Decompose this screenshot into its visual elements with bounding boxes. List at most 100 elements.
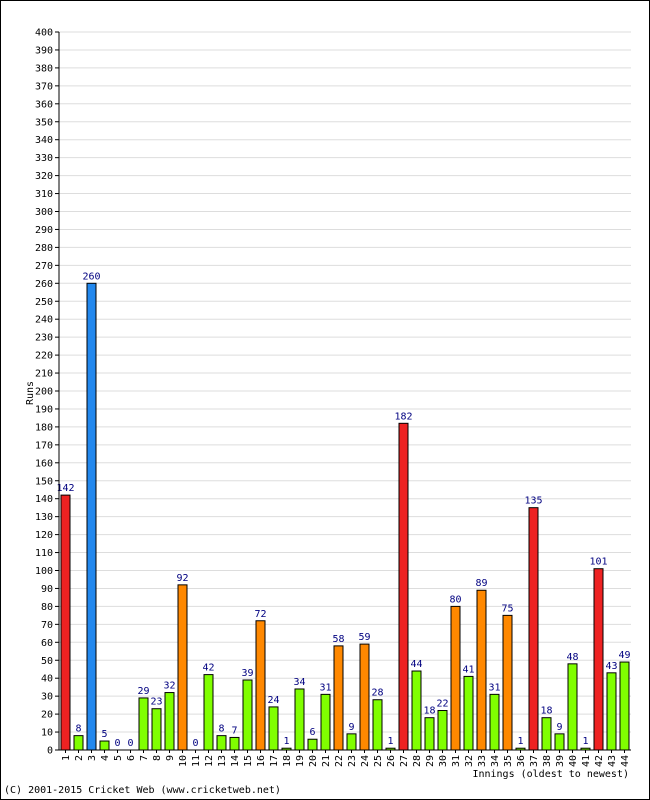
y-tick-label: 170: [35, 440, 53, 451]
y-tick-label: 0: [47, 746, 53, 757]
y-tick-label: 150: [35, 476, 53, 487]
bar-innings-10: [177, 584, 188, 751]
x-tick-label: 12: [204, 755, 215, 767]
x-tick-label: 11: [191, 755, 202, 767]
bar-innings-16: [255, 620, 266, 751]
y-tick-label: 200: [35, 387, 53, 398]
x-tick-label: 10: [178, 755, 189, 767]
value-label-innings-33: 89: [475, 578, 487, 589]
y-tick-label: 320: [35, 171, 53, 182]
y-tick-label: 20: [41, 710, 53, 721]
y-tick-label: 110: [35, 548, 53, 559]
bar-innings-34: [489, 693, 500, 751]
y-axis-title: Runs: [25, 381, 36, 405]
x-tick-label: 31: [451, 755, 462, 767]
x-tick-label: 13: [217, 755, 228, 767]
x-tick-label: 27: [399, 755, 410, 767]
x-tick-label: 43: [607, 755, 618, 767]
value-label-innings-25: 28: [371, 688, 383, 699]
x-tick-label: 6: [126, 755, 137, 761]
x-tick-label: 15: [243, 755, 254, 767]
bar-innings-32: [463, 675, 474, 751]
x-tick-label: 9: [165, 755, 176, 761]
value-label-innings-23: 9: [348, 722, 354, 733]
y-tick-label: 40: [41, 674, 53, 685]
y-tick-label: 370: [35, 81, 53, 92]
y-tick-label: 10: [41, 728, 53, 739]
value-label-innings-3: 260: [82, 271, 100, 282]
y-tick-label: 400: [35, 28, 53, 39]
x-tick-label: 22: [334, 755, 345, 767]
x-tick-label: 39: [555, 755, 566, 767]
x-tick-label: 40: [568, 755, 579, 767]
x-tick-label: 41: [581, 755, 592, 767]
x-tick-label: 1: [61, 755, 72, 761]
x-tick-label: 20: [308, 755, 319, 767]
y-tick-label: 250: [35, 297, 53, 308]
x-tick-label: 4: [100, 755, 111, 761]
y-tick-label: 290: [35, 225, 53, 236]
x-tick-label: 37: [529, 755, 540, 767]
x-tick-label: 29: [425, 755, 436, 767]
y-tick-label: 360: [35, 99, 53, 110]
value-label-innings-1: 142: [56, 483, 74, 494]
bar-innings-29: [424, 717, 435, 751]
x-tick-label: 14: [230, 755, 241, 767]
value-label-innings-38: 18: [540, 706, 552, 717]
bar-innings-15: [242, 679, 253, 751]
x-tick-label: 42: [594, 755, 605, 767]
value-label-innings-21: 31: [319, 682, 331, 693]
y-tick-label: 180: [35, 422, 53, 433]
value-label-innings-17: 24: [267, 695, 279, 706]
y-tick-label: 210: [35, 369, 53, 380]
y-tick-label: 280: [35, 243, 53, 254]
bar-innings-37: [528, 507, 539, 751]
x-tick-label: 23: [347, 755, 358, 767]
y-tick-label: 350: [35, 117, 53, 128]
x-tick-label: 26: [386, 755, 397, 767]
x-tick-label: 8: [152, 755, 163, 761]
y-tick-label: 310: [35, 189, 53, 200]
value-label-innings-28: 44: [410, 659, 422, 670]
bar-innings-27: [398, 422, 409, 751]
bar-innings-39: [554, 733, 565, 751]
y-tick-label: 160: [35, 458, 53, 469]
y-tick-label: 60: [41, 638, 53, 649]
x-axis-ticks: 1 2 3 4 5 6 7 8 9 10 11 12 13 14 15 16 17 18 19 20 21 22 23 24 2…: [61, 750, 631, 767]
y-tick-label: 90: [41, 584, 53, 595]
y-axis-ticks: 0 10 20 30 40 50 60 70 80 90 100 110 120 130 140 150 160…: [35, 28, 59, 757]
y-tick-label: 260: [35, 279, 53, 290]
x-tick-label: 28: [412, 755, 423, 767]
value-label-innings-39: 9: [556, 722, 562, 733]
x-tick-label: 36: [516, 755, 527, 767]
bar-innings-2: [73, 735, 84, 751]
bar-innings-13: [216, 735, 227, 751]
value-label-innings-14: 7: [231, 725, 237, 736]
x-tick-label: 38: [542, 755, 553, 767]
value-label-innings-29: 18: [423, 706, 435, 717]
bar-innings-33: [476, 589, 487, 751]
bar-innings-28: [411, 670, 422, 751]
x-tick-label: 16: [256, 755, 267, 767]
bar-innings-43: [606, 672, 617, 751]
x-tick-label: 3: [87, 755, 98, 761]
value-label-innings-7: 29: [137, 686, 149, 697]
y-tick-label: 330: [35, 153, 53, 164]
bar-innings-17: [268, 706, 279, 751]
y-tick-label: 220: [35, 351, 53, 362]
bar-innings-21: [320, 693, 331, 751]
value-label-innings-15: 39: [241, 668, 253, 679]
bar-innings-25: [372, 699, 383, 751]
bar-innings-19: [294, 688, 305, 751]
value-label-innings-13: 8: [218, 724, 224, 735]
y-tick-label: 390: [35, 45, 53, 56]
value-label-innings-10: 92: [176, 573, 188, 584]
y-tick-label: 240: [35, 315, 53, 326]
value-label-innings-2: 8: [75, 724, 81, 735]
value-label-innings-31: 80: [449, 594, 461, 605]
bar-innings-3: [86, 282, 97, 751]
value-label-innings-36: 1: [517, 736, 523, 747]
y-tick-label: 270: [35, 261, 53, 272]
bar-innings-8: [151, 708, 162, 751]
